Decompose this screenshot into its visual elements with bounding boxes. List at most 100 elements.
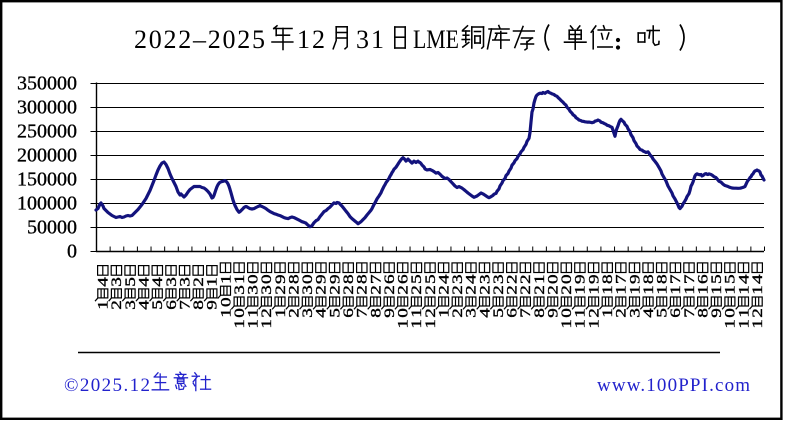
svg-text:50000: 50000	[27, 217, 77, 239]
svg-text:2: 2	[258, 308, 275, 318]
svg-text:2: 2	[381, 285, 398, 295]
svg-text:3: 3	[449, 274, 466, 284]
svg-text:100000: 100000	[17, 193, 77, 215]
svg-text:1: 1	[572, 308, 589, 318]
svg-text:1: 1	[422, 319, 439, 329]
svg-text:1: 1	[749, 319, 766, 329]
svg-text:3: 3	[299, 285, 316, 295]
svg-text:0: 0	[245, 274, 262, 284]
svg-text:7: 7	[681, 274, 698, 284]
svg-text:2: 2	[422, 285, 439, 295]
svg-text:4: 4	[735, 274, 752, 284]
svg-text:5: 5	[422, 274, 439, 284]
svg-text:1: 1	[585, 285, 602, 295]
svg-text:1: 1	[245, 319, 262, 329]
svg-text:4: 4	[435, 274, 452, 284]
svg-text:3: 3	[176, 277, 193, 287]
svg-text:4: 4	[476, 308, 493, 318]
svg-text:2: 2	[354, 285, 371, 295]
svg-text:8: 8	[354, 274, 371, 284]
svg-text:1: 1	[204, 277, 221, 287]
svg-text:1: 1	[217, 274, 234, 284]
svg-text:5: 5	[490, 308, 507, 318]
svg-text:3: 3	[490, 274, 507, 284]
svg-text:6: 6	[394, 274, 411, 284]
svg-text:5: 5	[653, 308, 670, 318]
svg-text:8: 8	[694, 308, 711, 318]
svg-text:2: 2	[408, 285, 425, 295]
svg-text:0: 0	[722, 308, 739, 318]
svg-text:1: 1	[599, 308, 616, 318]
svg-text:3: 3	[108, 277, 125, 287]
svg-text:1: 1	[735, 285, 752, 295]
svg-text:0: 0	[299, 274, 316, 284]
svg-text:1: 1	[626, 285, 643, 295]
svg-text:1: 1	[722, 319, 739, 329]
svg-text:7: 7	[681, 308, 698, 318]
svg-text:7: 7	[176, 300, 193, 310]
svg-text:©2025.12: ©2025.12	[64, 375, 150, 396]
svg-text:6: 6	[163, 300, 180, 310]
svg-text:5: 5	[122, 277, 139, 287]
svg-text:2: 2	[531, 285, 548, 295]
svg-text:350000: 350000	[17, 73, 77, 95]
svg-text:5: 5	[722, 274, 739, 284]
svg-text:8: 8	[285, 274, 302, 284]
svg-text:3: 3	[122, 300, 139, 310]
svg-text:1: 1	[640, 285, 657, 295]
svg-text:2: 2	[435, 285, 452, 295]
svg-text:www.100PPI.com: www.100PPI.com	[597, 375, 750, 396]
svg-text:1: 1	[258, 319, 275, 329]
svg-text:0: 0	[231, 308, 248, 318]
svg-text:LME: LME	[413, 25, 459, 54]
svg-text:2: 2	[517, 274, 534, 284]
svg-text:1: 1	[572, 285, 589, 295]
svg-text:2: 2	[749, 308, 766, 318]
svg-text:2: 2	[613, 308, 630, 318]
svg-text:8: 8	[653, 274, 670, 284]
svg-text:6: 6	[667, 308, 684, 318]
svg-text:2: 2	[585, 308, 602, 318]
svg-text:6: 6	[504, 308, 521, 318]
svg-text:8: 8	[340, 274, 357, 284]
svg-text:1: 1	[694, 285, 711, 295]
svg-text:1: 1	[585, 319, 602, 329]
svg-text:4: 4	[135, 277, 152, 287]
svg-text:2: 2	[108, 300, 125, 310]
svg-text:3: 3	[299, 308, 316, 318]
svg-text:4: 4	[749, 274, 766, 284]
svg-text:2: 2	[476, 285, 493, 295]
svg-text:7: 7	[667, 274, 684, 284]
svg-text:4: 4	[95, 277, 112, 287]
svg-text:2: 2	[285, 285, 302, 295]
svg-text:0: 0	[258, 274, 275, 284]
svg-text:1: 1	[572, 319, 589, 329]
svg-text:2: 2	[340, 285, 357, 295]
svg-text:2: 2	[504, 285, 521, 295]
svg-text:5: 5	[149, 300, 166, 310]
svg-text:2: 2	[394, 285, 411, 295]
svg-text:1: 1	[394, 319, 411, 329]
svg-text:200000: 200000	[17, 145, 77, 167]
svg-text:9: 9	[313, 274, 330, 284]
svg-text:9: 9	[381, 308, 398, 318]
svg-text:1: 1	[217, 308, 234, 318]
svg-text:2: 2	[285, 308, 302, 318]
svg-text:2: 2	[313, 285, 330, 295]
svg-text:150000: 150000	[17, 169, 77, 191]
svg-text:9: 9	[544, 308, 561, 318]
svg-text:1: 1	[231, 274, 248, 284]
svg-text:2: 2	[558, 285, 575, 295]
svg-text:2: 2	[367, 285, 384, 295]
svg-text:1: 1	[613, 285, 630, 295]
svg-text:1: 1	[735, 319, 752, 329]
svg-text:2: 2	[272, 285, 289, 295]
svg-text:1: 1	[722, 285, 739, 295]
svg-text:4: 4	[313, 308, 330, 318]
svg-text:2: 2	[544, 285, 561, 295]
svg-text:3: 3	[463, 308, 480, 318]
svg-text:3: 3	[476, 274, 493, 284]
svg-text:9: 9	[272, 274, 289, 284]
svg-text:3: 3	[626, 308, 643, 318]
svg-text:4: 4	[463, 274, 480, 284]
